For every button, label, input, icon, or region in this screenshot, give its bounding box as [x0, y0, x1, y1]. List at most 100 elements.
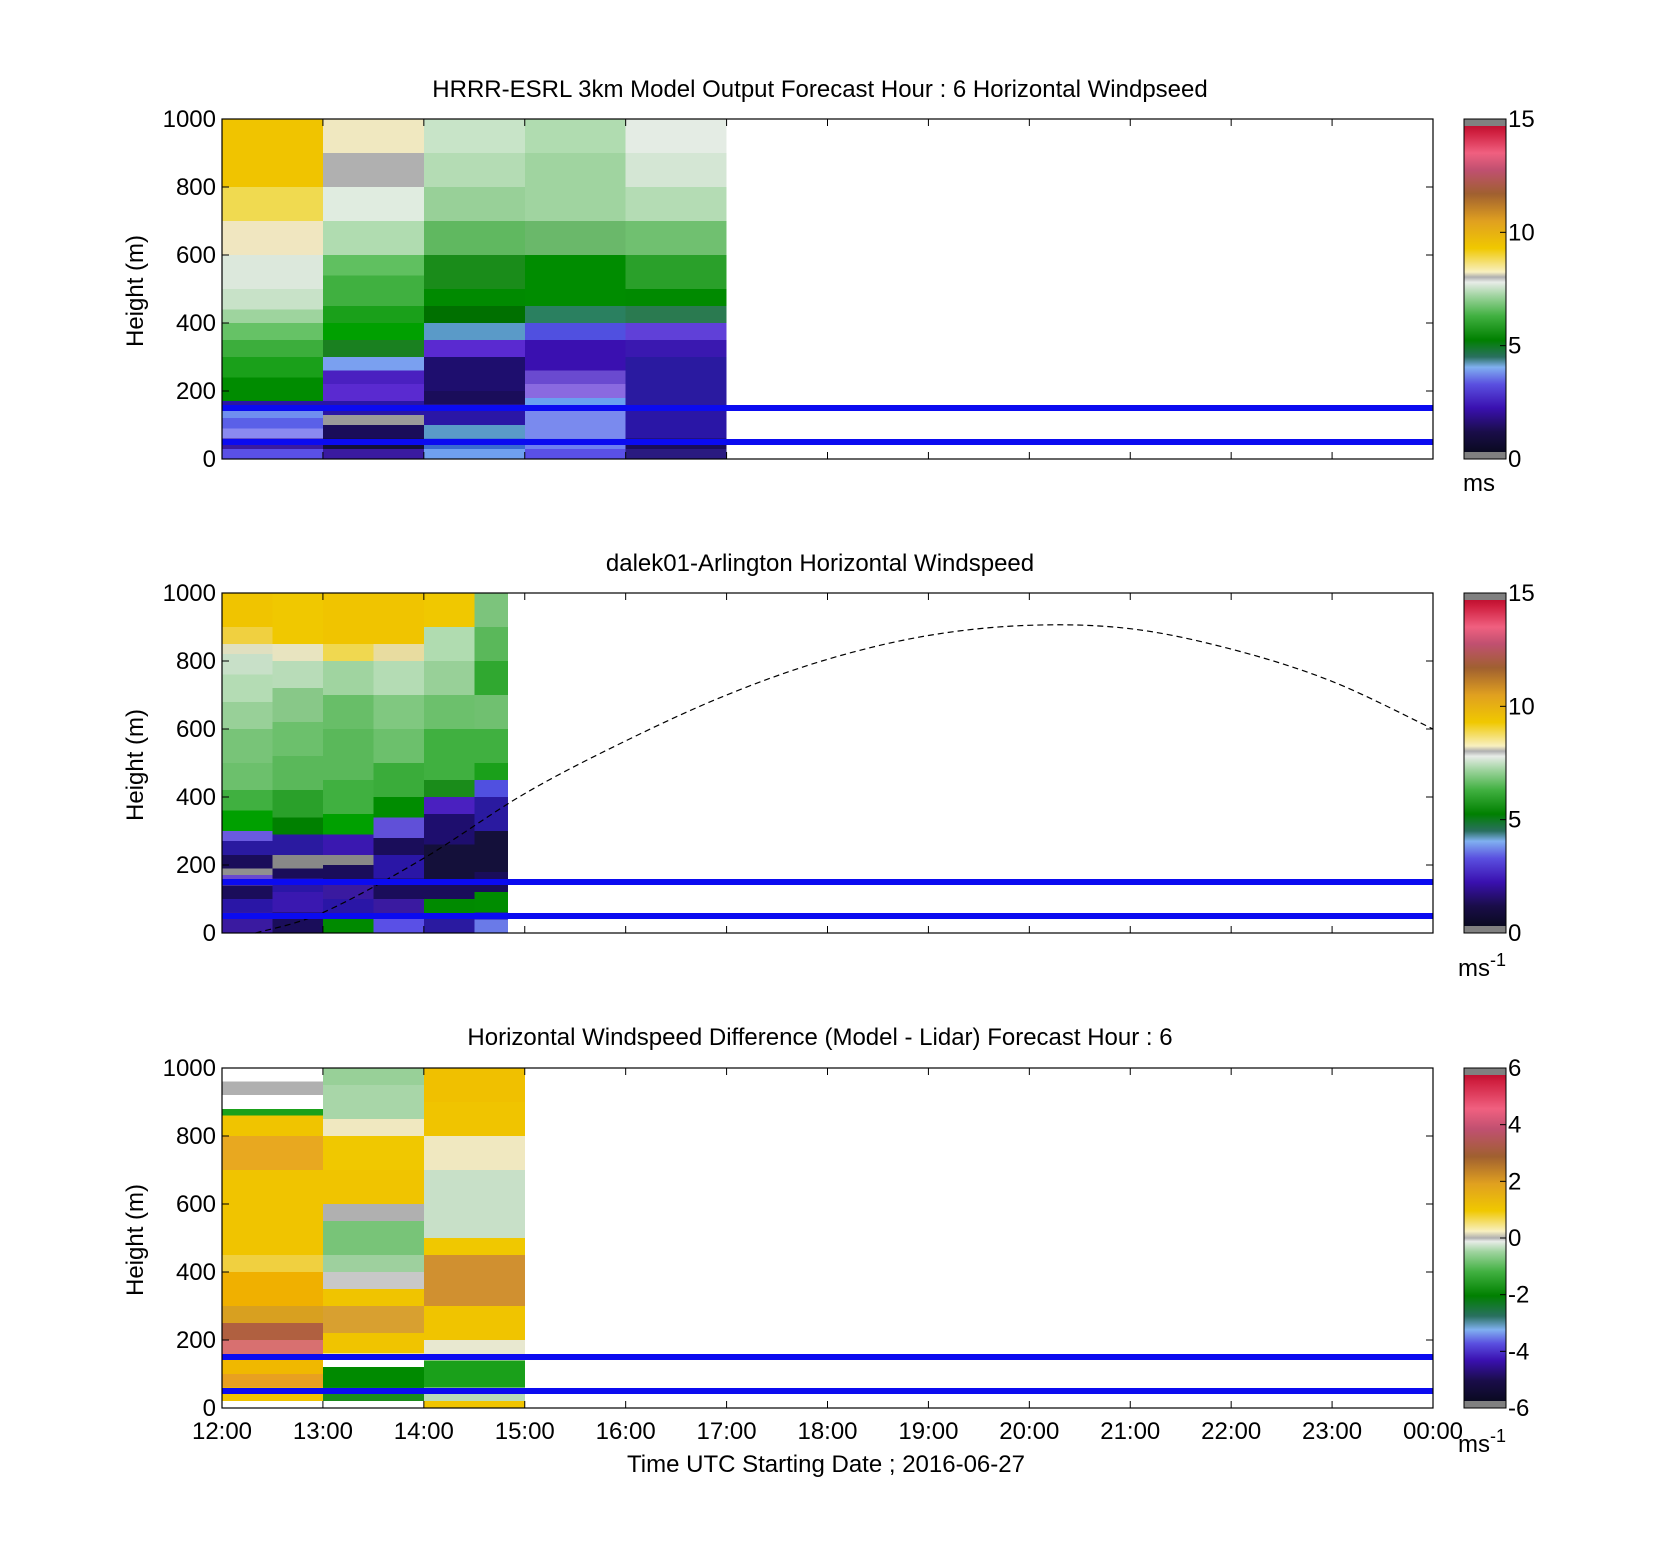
- y-tick-label: 200: [176, 378, 216, 405]
- x-axis-ticks: 12:00 13:00 14:00 15:00 16:00 17:00 18:00 19:00…: [192, 1068, 1463, 1445]
- heatmap-cell: [222, 340, 323, 357]
- heatmap-cell: [322, 661, 374, 695]
- colorbar: -6 -4 -2 0 2 4 6 ms-1: [1458, 1055, 1529, 1458]
- heatmap-cell: [373, 695, 424, 729]
- heatmap-cell: [272, 644, 323, 661]
- heatmap-cell: [423, 306, 525, 323]
- heatmap-cell: [322, 1119, 424, 1136]
- heatmap-cell: [272, 817, 323, 835]
- heatmap-cell: [524, 370, 626, 385]
- heatmap-cell: [222, 854, 273, 869]
- heatmap-cell: [625, 221, 727, 255]
- heatmap-cell: [423, 814, 475, 845]
- heatmap-cell: [423, 340, 525, 357]
- heatmap-cell: [423, 1401, 525, 1408]
- heatmap-cell: [423, 627, 475, 661]
- heatmap-cell: [373, 916, 424, 933]
- heatmap-cell: [222, 323, 323, 340]
- colorbar-ticks: -6 -4 -2 0 2 4 6: [1500, 1055, 1529, 1422]
- x-tick-label: 19:00: [898, 1418, 958, 1445]
- y-tick-label: 0: [203, 446, 216, 473]
- heatmap-cell: [373, 817, 424, 838]
- y-tick-label: 800: [176, 648, 216, 675]
- dashed-curve-line: [255, 624, 1434, 934]
- heatmap-cell: [222, 221, 323, 255]
- heatmap-cell: [373, 661, 424, 695]
- heatmap-cell: [625, 306, 727, 323]
- x-tick-label: 22:00: [1201, 1418, 1261, 1445]
- heatmap-cell: [322, 1272, 424, 1289]
- y-tick-label: 400: [176, 310, 216, 337]
- heatmap-cell: [222, 1115, 323, 1136]
- colorbar-tick-label: 5: [1508, 333, 1521, 360]
- heatmap-cell: [524, 221, 626, 255]
- heatmap-cell: [474, 780, 508, 797]
- y-tick-label: 0: [203, 920, 216, 947]
- y-axis-ticks: 0 200 400 600 800 1000: [163, 580, 1433, 947]
- colorbar: 0 5 10 15 ms-1: [1458, 580, 1535, 982]
- colorbar-tick-label: 6: [1508, 1055, 1521, 1082]
- heatmap-cell: [222, 841, 273, 855]
- heatmap-cell: [524, 397, 626, 408]
- heatmap-cell: [423, 289, 525, 306]
- heatmap-cell: [272, 892, 323, 913]
- heatmap-cell: [222, 729, 273, 763]
- y-tick-label: 0: [203, 1395, 216, 1422]
- panel-difference: Horizontal Windspeed Difference (Model -…: [122, 1024, 1529, 1458]
- heatmap-cell: [222, 593, 273, 627]
- heatmap-cell: [272, 688, 323, 723]
- heatmap-cell: [474, 593, 508, 627]
- x-tick-label: 13:00: [293, 1418, 353, 1445]
- heatmap-cell: [423, 593, 475, 627]
- heatmap-cell: [373, 644, 424, 661]
- heatmap-cell: [423, 780, 475, 797]
- heatmap-cell: [423, 391, 525, 405]
- heatmap-cell: [322, 306, 424, 323]
- colorbar-tick-label: 5: [1508, 807, 1521, 834]
- heatmap-cell: [625, 119, 727, 153]
- heatmap-cell: [423, 187, 525, 221]
- heatmap-cell: [322, 370, 424, 385]
- colorbar-gradient: [1463, 592, 1507, 934]
- colorbar-tick-label: 15: [1508, 580, 1535, 607]
- colorbar-tick-label: 0: [1508, 920, 1521, 947]
- y-tick-label: 600: [176, 1191, 216, 1218]
- y-tick-label: 600: [176, 242, 216, 269]
- y-axis-ticks: 0 200 400 600 800 1000: [163, 106, 1433, 473]
- heatmap-cell: [222, 1170, 323, 1255]
- heatmap-cell: [222, 1095, 323, 1109]
- x-tick-label: 00:00: [1403, 1418, 1463, 1445]
- heatmap-cell: [423, 899, 475, 916]
- heatmap-cell: [272, 834, 323, 855]
- y-tick-label: 200: [176, 852, 216, 879]
- heatmap-cell: [322, 357, 424, 371]
- heatmap-cell: [272, 854, 323, 869]
- heatmap-cell: [524, 255, 626, 306]
- heatmap-cell: [222, 644, 273, 655]
- x-tick-label: 16:00: [596, 1418, 656, 1445]
- colorbar-ticks: 0 5 10 15: [1500, 580, 1535, 947]
- heatmap-cell: [423, 1102, 525, 1136]
- heatmap-cell: [423, 425, 525, 439]
- heatmap-cell: [222, 309, 323, 323]
- heatmap-cell: [322, 882, 374, 899]
- heatmap-cell: [322, 593, 374, 644]
- colorbar-unit: ms: [1463, 470, 1495, 497]
- x-axis-ticks: [221, 593, 1434, 933]
- heatmap-cell: [625, 153, 727, 187]
- heatmap-cell: [322, 899, 374, 916]
- heatmap-cell: [222, 401, 323, 408]
- heatmap-cell: [322, 153, 424, 187]
- y-axis-label: Height (m): [122, 1184, 149, 1296]
- heatmap-cell: [222, 448, 323, 459]
- x-tick-label: 14:00: [394, 1418, 454, 1445]
- heatmap-cell: [322, 275, 424, 306]
- heatmap-cell: [423, 797, 475, 814]
- colorbar-tick-label: 10: [1508, 219, 1535, 246]
- heatmap-cell: [322, 119, 424, 153]
- heatmap-cell: [222, 255, 323, 289]
- heatmap-cell: [222, 1323, 323, 1340]
- heatmap-cell: [222, 1081, 323, 1096]
- heatmap-cell: [222, 674, 273, 702]
- heatmap-cell: [322, 221, 424, 255]
